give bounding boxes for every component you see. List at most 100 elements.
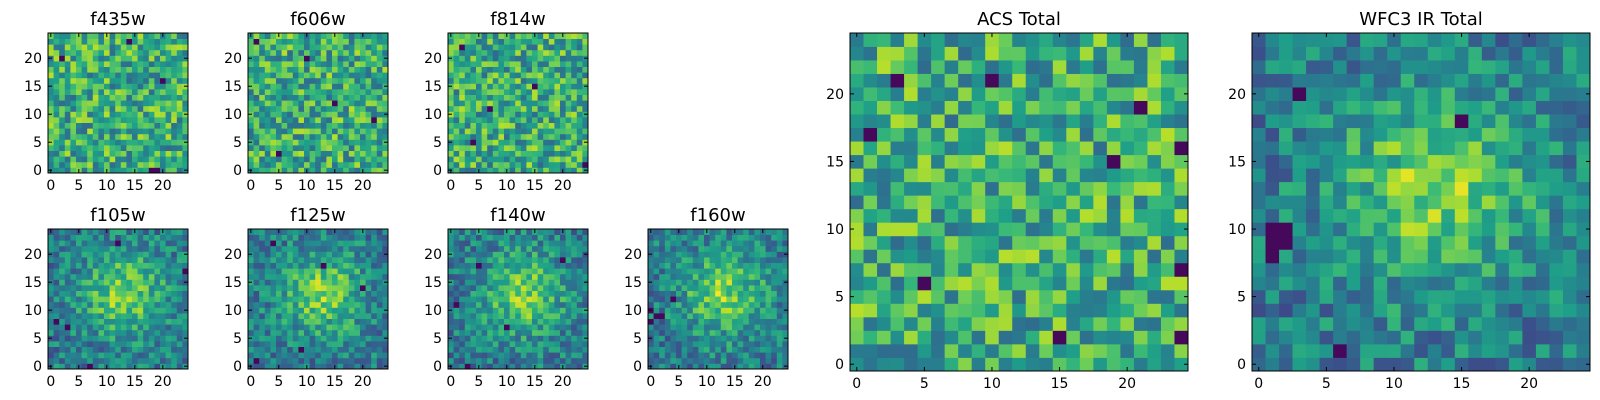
heatmap-cell [732,240,738,247]
heatmap-cell [115,313,122,319]
heatmap-cell [160,346,166,353]
heatmap-cell [64,156,71,163]
heatmap-cell [554,94,561,101]
heatmap-cell [554,49,561,56]
heatmap-cell [171,145,178,151]
heatmap-cell [526,111,533,118]
heatmap-cell [720,363,727,370]
heatmap-cell [487,94,494,101]
heatmap-cell [360,240,366,247]
heatmap-cell [526,262,533,269]
heatmap-cell [354,257,361,263]
heatmap-cell [453,150,460,157]
heatmap-cell [676,296,682,303]
x-tick-label: 5 [274,178,283,194]
heatmap-cell [264,150,271,157]
heatmap-cell [76,251,82,258]
heatmap-cell [354,150,361,157]
heatmap-cell [492,285,499,291]
heatmap-cell [326,111,333,118]
heatmap-cell [571,307,578,314]
heatmap-cell [732,279,738,286]
heatmap-cell [343,117,350,123]
heatmap-cell [464,105,471,112]
heatmap-cell [343,77,350,84]
heatmap-cell [565,273,572,280]
heatmap-cell [459,139,466,146]
heatmap-cell [692,357,699,364]
heatmap-cell [659,301,666,308]
heatmap-cell [115,335,122,342]
heatmap-cell [354,83,361,90]
heatmap-cell [304,117,310,123]
heatmap-cell [720,301,727,308]
heatmap-cell [104,89,110,95]
heatmap-cell [348,279,355,286]
heatmap-cell [304,133,310,140]
heatmap-cell [492,262,499,269]
heatmap-cell [165,341,172,347]
heatmap-cell [931,316,946,331]
heatmap-cell [520,313,527,319]
heatmap-cell [459,341,466,347]
heatmap-cell [315,245,322,252]
heatmap-cell [726,268,733,275]
heatmap-cell [509,245,516,252]
heatmap-cell [720,290,727,297]
heatmap-cell [1147,235,1162,250]
heatmap-cell [526,100,533,107]
heatmap-cell [253,72,260,79]
heatmap-cell [470,156,477,163]
heatmap-cell [59,234,66,241]
heatmap-cell [754,290,761,297]
heatmap-cell [287,357,294,364]
heatmap-cell [154,335,161,342]
heatmap-cell [1174,343,1189,358]
heatmap-cell [104,44,110,51]
heatmap-cell [492,346,499,353]
heatmap-cell [281,145,288,151]
heatmap-cell [543,273,550,280]
heatmap-cell [692,346,699,353]
heatmap-cell [309,145,316,151]
heatmap-cell [1174,357,1189,372]
heatmap-cell [520,139,527,146]
heatmap-cell [476,313,482,319]
heatmap-cell [498,33,505,39]
heatmap-cell [565,290,572,297]
heatmap-cell [360,77,366,84]
heatmap-cell [320,150,327,157]
heatmap-cell [704,290,710,297]
heatmap-cell [737,245,744,252]
heatmap-cell [1012,235,1027,250]
heatmap-cell [148,301,155,308]
heatmap-cell [492,290,499,297]
heatmap-cell [532,290,538,297]
heatmap-cell [298,335,305,342]
heatmap-cell [715,257,722,263]
heatmap-cell [509,324,516,331]
heatmap-cell [985,330,1000,345]
heatmap-cell [548,83,555,90]
heatmap-cell [464,268,471,275]
heatmap-cell [576,324,583,331]
heatmap-cell [532,72,538,79]
heatmap-cell [754,240,761,247]
heatmap-cell [1147,181,1162,196]
heatmap-cell [176,268,183,275]
heatmap-cell [309,117,316,123]
heatmap-cell [120,240,127,247]
heatmap-cell [743,229,750,235]
heatmap-cell [292,105,299,112]
heatmap-cell [748,251,755,258]
heatmap-cell [137,161,144,168]
heatmap-cell [53,156,60,163]
heatmap-cell [464,77,471,84]
heatmap-cell [70,251,77,258]
heatmap-cell [126,44,133,51]
heatmap-cell [732,245,738,252]
heatmap-cell [498,313,505,319]
heatmap-cell [498,167,505,174]
heatmap-cell [1174,262,1189,277]
heatmap-cell [760,329,766,336]
